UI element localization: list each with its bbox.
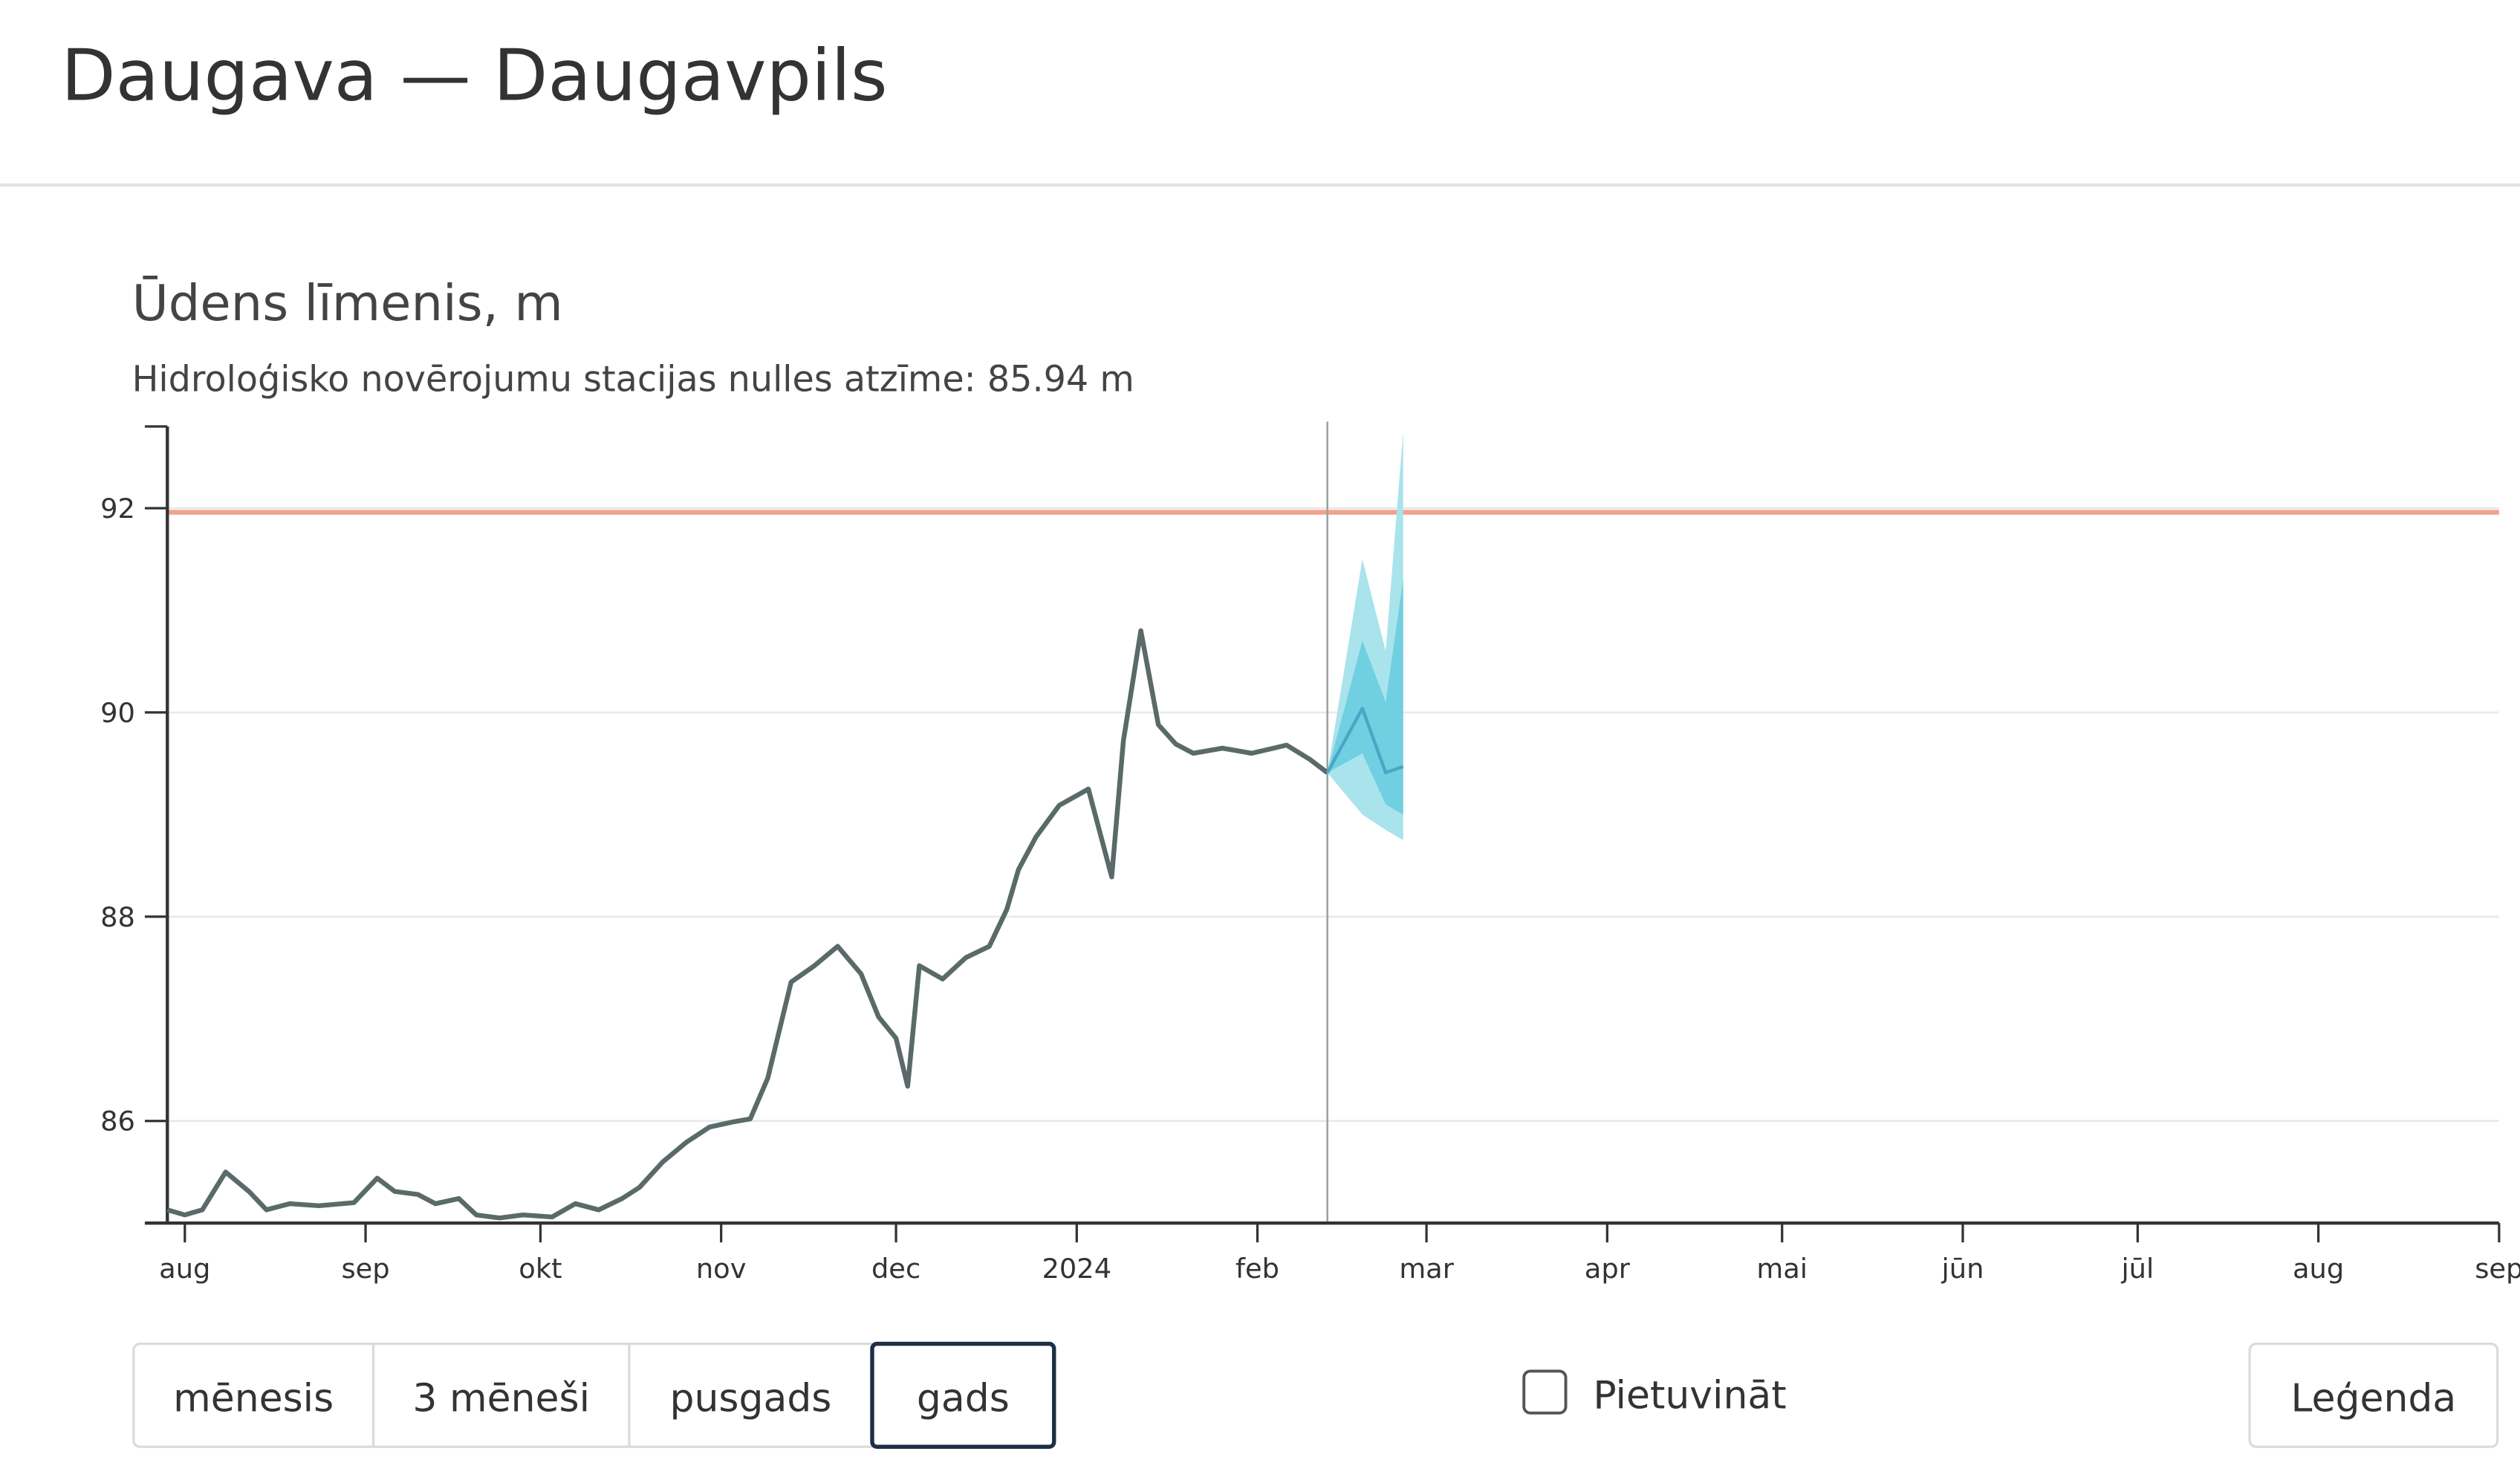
controls: mēnesis 3 mēneši pusgads gads Pietuvināt Leģe… (132, 1341, 2499, 1449)
period-button[interactable]: 3 mēneši (412, 1377, 590, 1421)
period-button[interactable]: gads (917, 1377, 1010, 1421)
legend-button-box[interactable] (2248, 1343, 2499, 1448)
x-tick-label: dec (871, 1253, 920, 1285)
y-tick-label: 92 (100, 493, 135, 525)
x-tick-label: sep (341, 1253, 389, 1285)
forecast-line (1325, 707, 1404, 775)
zoom-checkbox[interactable] (1522, 1369, 1568, 1415)
x-tick-label: mai (1756, 1253, 1808, 1285)
forecast-inner-band (1327, 580, 1403, 815)
x-tick-label: sep (2475, 1253, 2520, 1285)
x-tick-label: aug (2293, 1253, 2344, 1285)
x-tick-label: 2024 (1042, 1253, 1111, 1285)
zoom-label[interactable]: Pietuvināt (1593, 1373, 1786, 1418)
chart-title: Ūdens līmenis, m (132, 274, 563, 332)
x-tick-label: feb (1235, 1253, 1279, 1285)
observed-line (166, 628, 1329, 1221)
x-tick-label: nov (696, 1253, 747, 1285)
x-tick-label: jūl (2120, 1253, 2154, 1285)
x-tick-label: mar (1399, 1253, 1454, 1285)
x-tick-label: apr (1585, 1253, 1631, 1285)
x-tick-label: jūn (1941, 1253, 1984, 1285)
y-tick-label: 90 (100, 697, 135, 729)
legend-button[interactable]: Leģenda (2291, 1377, 2457, 1421)
x-tick-label: okt (519, 1253, 562, 1285)
plot: 86 88 90 92 aug sep okt nov dec 2024 feb mar apr mai j… (100, 421, 2520, 1285)
period-button[interactable]: pusgads (669, 1377, 831, 1421)
period-selected (870, 1341, 1056, 1449)
chart-subtitle: Hidroloģisko novērojumu stacijas nulles … (132, 359, 1134, 400)
y-tick-label: 88 (100, 901, 135, 933)
x-tick-label: aug (159, 1253, 210, 1285)
period-button[interactable]: mēnesis (173, 1377, 334, 1421)
page-title: Daugava — Daugavpils (61, 35, 887, 117)
y-tick-label: 86 (100, 1106, 135, 1138)
